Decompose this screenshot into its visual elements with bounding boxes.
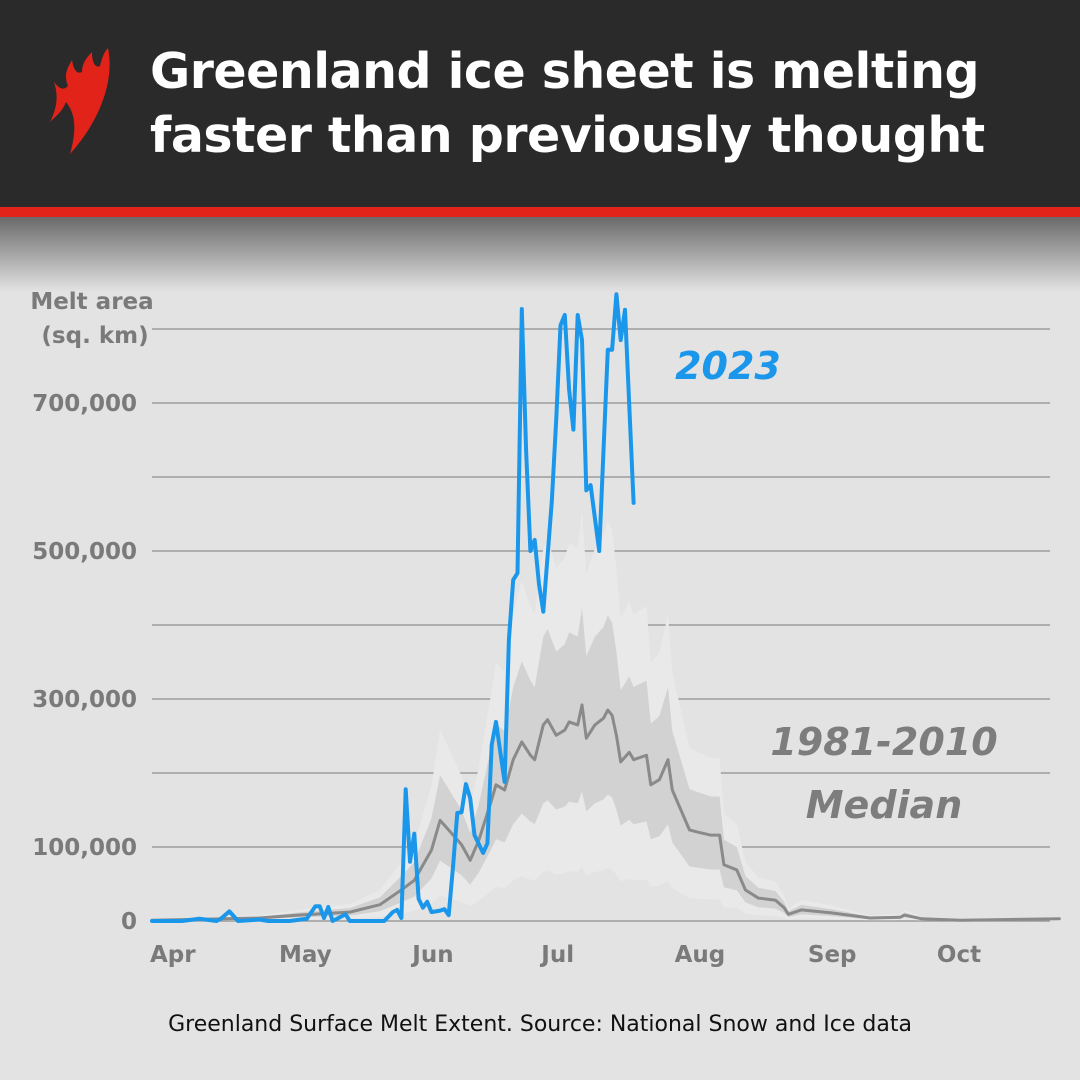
page-title: Greenland ice sheet is melting faster th…	[150, 40, 1070, 168]
x-tick-label: Oct	[937, 942, 981, 968]
series-2023-line	[150, 292, 636, 923]
x-tick-label: May	[279, 942, 332, 968]
header-shadow	[0, 217, 1080, 292]
title-line-1: Greenland ice sheet is melting	[150, 43, 980, 100]
x-tick-label: Aug	[675, 942, 726, 968]
sbs-logo-icon	[50, 48, 110, 154]
y-tick-label: 100,000	[32, 835, 137, 861]
y-tick-label: 500,000	[32, 539, 137, 565]
y-tick-label: 0	[121, 909, 137, 935]
x-tick-label: Sep	[808, 942, 857, 968]
x-tick-label: Apr	[150, 942, 196, 968]
x-tick-label: Jun	[410, 942, 453, 968]
y-axis-label-line1: Melt area	[30, 289, 153, 315]
median-label-line2: Median	[806, 783, 963, 827]
source-caption: Greenland Surface Melt Extent. Source: N…	[168, 1012, 912, 1037]
accent-stripe	[0, 207, 1080, 217]
x-tick-label: Jul	[539, 942, 574, 968]
series-2023-label: 2023	[675, 344, 781, 388]
interquartile-range-band	[152, 607, 1060, 921]
y-tick-label: 700,000	[32, 391, 137, 417]
median-line	[150, 703, 1061, 922]
median-label-line1: 1981-2010	[770, 720, 997, 764]
y-tick-label: 300,000	[32, 687, 137, 713]
y-axis-label-line2: (sq. km)	[41, 323, 148, 349]
title-line-2: faster than previously thought	[150, 107, 985, 164]
header-bar	[0, 0, 1080, 207]
